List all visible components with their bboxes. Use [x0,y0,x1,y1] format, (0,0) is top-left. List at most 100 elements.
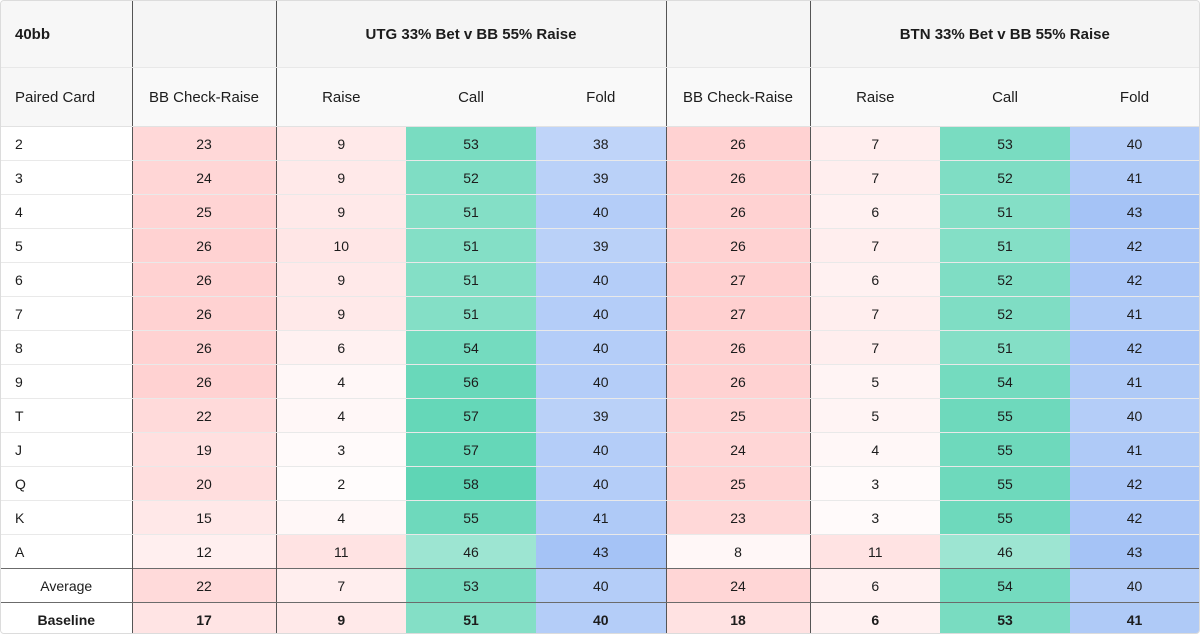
cell-utg-call: 54 [406,330,536,365]
cell-utg-call: 51 [406,194,536,229]
cell-btn-checkraise: 26 [665,330,810,365]
cell-btn-call: 54 [940,568,1070,603]
cell-utg-raise: 9 [275,194,406,229]
cell-utg-call: 58 [406,466,536,501]
row-label: 9 [1,364,132,399]
table-row: K 15 4 55 41 23 3 55 42 [1,500,1199,535]
cell-btn-checkraise: 26 [665,228,810,263]
cell-btn-raise: 7 [809,296,940,331]
cell-btn-fold: 41 [1070,364,1199,399]
cell-btn-fold: 40 [1070,568,1199,603]
cell-utg-checkraise: 26 [131,296,276,331]
table-row: 6 26 9 51 40 27 6 52 42 [1,262,1199,297]
cell-btn-checkraise: 24 [665,432,810,467]
cell-utg-call: 57 [406,398,536,433]
cell-btn-checkraise: 26 [665,194,810,229]
group-header-row: 40bb UTG 33% Bet v BB 55% Raise BTN 33% … [1,1,1199,68]
cell-btn-raise: 6 [809,568,940,603]
col-header-btn-raise: Raise [809,67,940,127]
cell-btn-call: 55 [940,466,1070,501]
row-label: Baseline [1,602,132,633]
cell-utg-fold: 40 [536,364,666,399]
cell-btn-fold: 42 [1070,330,1199,365]
group-title-utg: UTG 33% Bet v BB 55% Raise [275,1,666,68]
cell-btn-call: 55 [940,500,1070,535]
cell-utg-raise: 10 [275,228,406,263]
cell-btn-fold: 40 [1070,126,1199,161]
cell-utg-fold: 40 [536,194,666,229]
row-label: 6 [1,262,132,297]
cell-btn-raise: 3 [809,466,940,501]
cell-btn-checkraise: 26 [665,364,810,399]
table-row: 3 24 9 52 39 26 7 52 41 [1,160,1199,195]
cell-btn-fold: 41 [1070,602,1199,633]
col-header-btn-checkraise: BB Check-Raise [665,67,810,127]
cell-btn-raise: 6 [809,602,940,633]
cell-btn-call: 53 [940,602,1070,633]
cell-btn-fold: 41 [1070,296,1199,331]
cell-btn-raise: 7 [809,126,940,161]
cell-utg-fold: 40 [536,432,666,467]
row-label: 8 [1,330,132,365]
row-label: A [1,534,132,569]
cell-utg-fold: 40 [536,262,666,297]
cell-btn-call: 52 [940,160,1070,195]
cell-btn-checkraise: 26 [665,160,810,195]
col-header-utg-checkraise: BB Check-Raise [131,67,276,127]
average-row: Average 22 7 53 40 24 6 54 40 [1,568,1199,603]
cell-btn-fold: 41 [1070,432,1199,467]
cell-utg-call: 53 [406,126,536,161]
row-label-header: Paired Card [1,67,132,127]
table-row: 9 26 4 56 40 26 5 54 41 [1,364,1199,399]
cell-utg-raise: 9 [275,160,406,195]
cell-utg-checkraise: 22 [131,568,276,603]
cell-btn-call: 46 [940,534,1070,569]
group-spacer [131,1,276,68]
table-row: 8 26 6 54 40 26 7 51 42 [1,330,1199,365]
cell-btn-fold: 40 [1070,398,1199,433]
cell-btn-raise: 6 [809,194,940,229]
cell-utg-raise: 9 [275,602,406,633]
cell-utg-call: 53 [406,568,536,603]
group-spacer [665,1,810,68]
cell-utg-checkraise: 15 [131,500,276,535]
cell-utg-raise: 11 [275,534,406,569]
col-header-utg-fold: Fold [536,67,666,127]
row-label: 4 [1,194,132,229]
cell-btn-call: 53 [940,126,1070,161]
column-header-row: Paired Card BB Check-Raise Raise Call Fo… [1,67,1199,127]
cell-btn-checkraise: 25 [665,466,810,501]
cell-utg-fold: 40 [536,466,666,501]
table-row: 5 26 10 51 39 26 7 51 42 [1,228,1199,263]
cell-btn-checkraise: 27 [665,296,810,331]
cell-btn-raise: 5 [809,364,940,399]
cell-utg-call: 56 [406,364,536,399]
cell-utg-checkraise: 25 [131,194,276,229]
cell-utg-call: 51 [406,602,536,633]
table-row: 2 23 9 53 38 26 7 53 40 [1,126,1199,161]
cell-btn-call: 51 [940,228,1070,263]
cell-utg-fold: 39 [536,228,666,263]
cell-btn-checkraise: 26 [665,126,810,161]
cell-utg-fold: 39 [536,398,666,433]
cell-btn-checkraise: 8 [665,534,810,569]
row-label: Q [1,466,132,501]
cell-btn-raise: 4 [809,432,940,467]
cell-btn-raise: 3 [809,500,940,535]
cell-utg-checkraise: 12 [131,534,276,569]
cell-utg-fold: 41 [536,500,666,535]
corner-label: 40bb [1,1,132,68]
cell-utg-checkraise: 17 [131,602,276,633]
cell-utg-raise: 6 [275,330,406,365]
col-header-btn-fold: Fold [1070,67,1199,127]
cell-utg-raise: 4 [275,500,406,535]
cell-utg-call: 51 [406,296,536,331]
row-label: T [1,398,132,433]
cell-utg-raise: 9 [275,262,406,297]
col-header-utg-raise: Raise [275,67,406,127]
cell-btn-fold: 42 [1070,500,1199,535]
cell-utg-raise: 9 [275,126,406,161]
col-header-utg-call: Call [406,67,536,127]
cell-utg-call: 52 [406,160,536,195]
